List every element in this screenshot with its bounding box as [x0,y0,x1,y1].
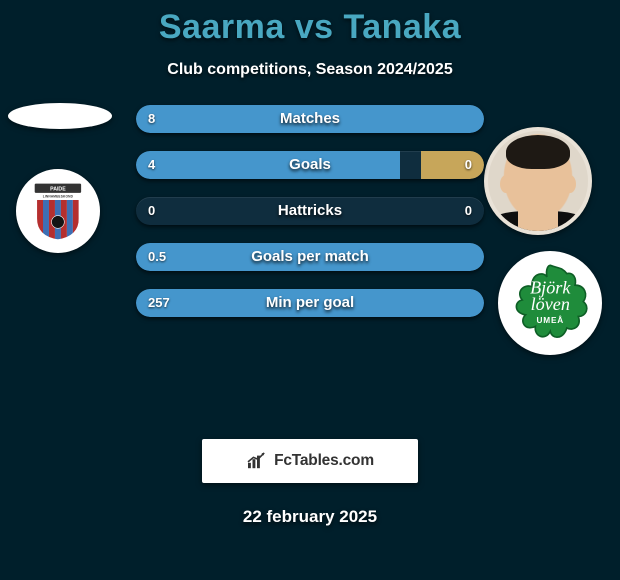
stat-bars: 8Matches 40Goals 00Hattricks 0.5Goals per m… [136,105,484,335]
subtitle: Club competitions, Season 2024/2025 [0,61,620,79]
stat-row-min-per-goal: 257Min per goal [136,289,484,317]
svg-text:löven: löven [530,294,569,314]
stat-row-hattricks: 00Hattricks [136,197,484,225]
watermark-text: FcTables.com [274,452,374,470]
stat-row-goals: 40Goals [136,151,484,179]
comparison-card: Saarma vs Tanaka Club competitions, Seas… [0,0,620,580]
stat-label: Min per goal [136,289,484,316]
watermark-badge: FcTables.com [202,439,418,483]
stat-label: Goals per match [136,243,484,270]
player-right-avatar [484,127,592,235]
snapshot-date: 22 february 2025 [0,507,620,527]
stats-stage: PAIDE LINNAMEESKOND [0,105,620,425]
paide-crest-icon: PAIDE LINNAMEESKOND [20,173,96,249]
fctables-chart-icon [246,452,268,470]
page-title: Saarma vs Tanaka [0,0,620,47]
player-left-avatar [8,103,112,129]
bjorkloven-crest-icon: Björk löven UMEÅ [502,255,598,351]
svg-text:LINNAMEESKOND: LINNAMEESKOND [43,195,74,199]
club-right-crest: Björk löven UMEÅ [498,251,602,355]
club-left-crest: PAIDE LINNAMEESKOND [16,169,100,253]
stat-row-matches: 8Matches [136,105,484,133]
stat-label: Hattricks [136,197,484,224]
svg-text:PAIDE: PAIDE [50,187,66,193]
stat-label: Goals [136,151,484,178]
stat-row-goals-per-match: 0.5Goals per match [136,243,484,271]
svg-text:UMEÅ: UMEÅ [536,315,564,325]
player-right-face-icon [488,131,588,231]
stat-label: Matches [136,105,484,132]
